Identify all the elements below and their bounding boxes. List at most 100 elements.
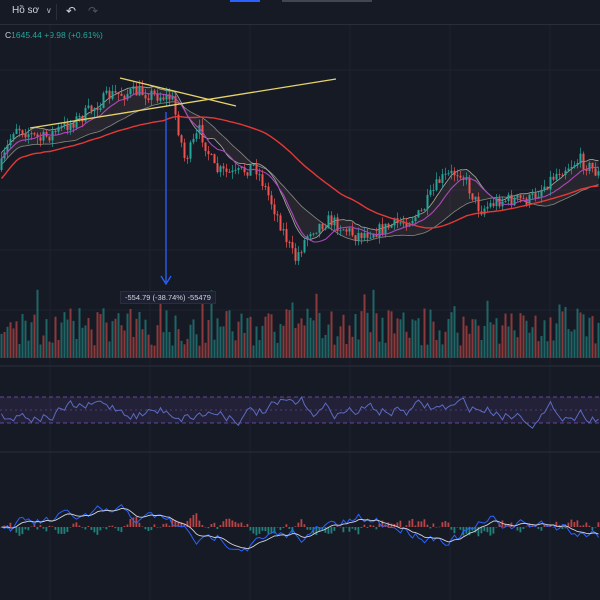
volume-bar: [381, 317, 384, 358]
macd-histogram-bar: [120, 527, 123, 533]
macd-histogram-bar: [327, 527, 330, 534]
volume-bar: [339, 326, 342, 358]
moving-average-long: [0, 115, 599, 229]
trendline-falling[interactable]: [119, 77, 237, 107]
candle-body: [102, 93, 105, 108]
macd-histogram-bar: [543, 525, 546, 527]
volume-bar: [546, 341, 549, 358]
candle-body: [165, 94, 168, 100]
candle-body: [444, 173, 447, 175]
toolbar-divider: [56, 4, 57, 20]
profile-menu-button[interactable]: Hồ sơ ∨: [12, 5, 52, 16]
candle-body: [225, 168, 228, 172]
volume-bar: [132, 336, 135, 358]
candle-body: [27, 134, 30, 138]
candle-body: [285, 229, 288, 243]
volume-bar: [192, 319, 195, 358]
volume-bar: [255, 326, 258, 358]
candle-body: [516, 195, 519, 198]
candle-body: [114, 91, 117, 93]
candle-body: [168, 94, 171, 100]
macd-histogram-bar: [171, 518, 174, 527]
macd-histogram-bar: [129, 519, 132, 527]
macd-histogram-bar: [459, 527, 462, 530]
volume-bar: [387, 310, 390, 358]
volume-bar: [522, 315, 525, 358]
candle-body: [525, 198, 528, 205]
candle-body: [354, 235, 357, 241]
candle-body: [96, 108, 99, 110]
candle-body: [318, 223, 321, 233]
volume-bar: [408, 337, 411, 358]
volume-bar: [222, 326, 225, 358]
candle-body: [192, 138, 195, 143]
macd-histogram-bar: [180, 522, 183, 527]
macd-histogram-bar: [174, 520, 177, 527]
volume-bar: [156, 325, 159, 358]
macd-histogram-bar: [558, 524, 561, 527]
volume-bar: [453, 306, 456, 358]
candle-body: [36, 134, 39, 138]
trendline-rising[interactable]: [29, 78, 337, 129]
volume-bar: [324, 334, 327, 358]
candle-body: [78, 115, 81, 117]
candle-body: [138, 86, 141, 96]
macd-histogram-bar: [24, 527, 27, 530]
volume-bar: [294, 328, 297, 358]
volume-bar: [219, 326, 222, 358]
measure-label: -554.79 (-38.74%) -55479: [120, 291, 216, 304]
volume-bar: [168, 331, 171, 358]
macd-histogram-bar: [333, 527, 336, 531]
macd-histogram-bar: [258, 527, 261, 534]
volume-bar: [375, 313, 378, 358]
volume-bar: [90, 329, 93, 358]
candle-body: [336, 217, 339, 231]
macd-pane[interactable]: [0, 503, 600, 552]
candle-body: [555, 173, 558, 180]
redo-icon[interactable]: ↷: [88, 4, 99, 18]
volume-bar: [204, 342, 207, 358]
volume-bar: [264, 316, 267, 358]
candle-body: [447, 173, 450, 175]
macd-histogram-bar: [153, 524, 156, 527]
candle-body: [375, 234, 378, 237]
volume-bar: [357, 339, 360, 358]
candle-body: [495, 198, 498, 207]
macd-histogram-bar: [537, 527, 540, 529]
candle-body: [231, 170, 234, 173]
candle-body: [111, 91, 114, 99]
candle-body: [237, 167, 240, 170]
macd-histogram-bar: [375, 527, 378, 530]
candle-body: [90, 105, 93, 112]
volume-bar: [417, 318, 420, 358]
chart-canvas[interactable]: [0, 25, 600, 600]
macd-histogram-bar: [417, 521, 420, 527]
macd-histogram-bar: [489, 527, 492, 536]
candle-body: [465, 178, 468, 180]
volume-bar: [258, 340, 261, 358]
candle-body: [474, 196, 477, 200]
volume-bar: [591, 316, 594, 358]
volume-bar: [45, 319, 48, 358]
rsi-pane[interactable]: [0, 396, 600, 429]
candle-body: [387, 223, 390, 228]
volume-bar: [585, 336, 588, 358]
candle-body: [267, 186, 270, 196]
volume-bar: [528, 332, 531, 358]
volume-bar: [267, 313, 270, 358]
candle-body: [483, 208, 486, 215]
candle-body: [291, 242, 294, 249]
volume-bar: [186, 338, 189, 358]
macd-histogram-bar: [597, 522, 600, 527]
volume-bar: [315, 293, 318, 358]
candle-body: [345, 229, 348, 232]
candle-body: [66, 122, 69, 130]
candle-body: [366, 233, 369, 238]
volume-bar: [312, 320, 315, 358]
price-pane[interactable]: [0, 77, 600, 286]
volume-bar: [24, 320, 27, 358]
volume-bar: [348, 325, 351, 358]
top-toolbar: Hồ sơ ∨ ↶ ↷: [0, 0, 600, 25]
volume-bar: [108, 341, 111, 358]
undo-icon[interactable]: ↶: [66, 4, 77, 18]
